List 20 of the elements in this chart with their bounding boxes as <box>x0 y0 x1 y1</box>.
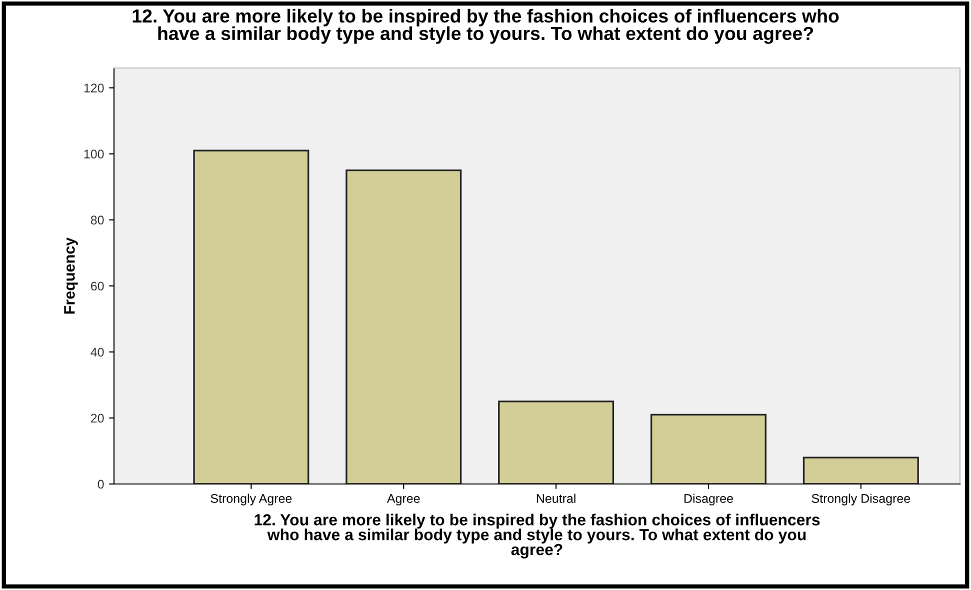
x-axis-title: 12. You are more likely to be inspired by the fashion choices of influencers who have a similar body type and style to yours. To what extent do you agree? <box>254 514 820 558</box>
bar <box>498 400 614 484</box>
x-tick-label: Agree <box>386 494 420 506</box>
x-tick-label: Strongly Agree <box>210 494 292 506</box>
bar <box>193 150 310 484</box>
y-tick-label: 20 <box>91 414 104 423</box>
x-tick-label: Neutral <box>536 494 576 503</box>
x-tick-label: Strongly Disagree <box>812 494 910 506</box>
bar <box>346 170 462 484</box>
y-tick-label: 80 <box>90 216 104 225</box>
y-axis-title: Frequency <box>64 237 78 314</box>
y-tick-label: 60 <box>91 282 104 291</box>
bar <box>802 456 919 484</box>
y-tick-label: 120 <box>84 84 104 92</box>
x-tick-label: Disagree <box>684 494 733 506</box>
chart-title: 12. You are more likely to be inspired by the fashion choices of influencers who have a similar body type and style to yours. To what extent do you agree? <box>132 8 839 44</box>
y-tick-label: 0 <box>98 480 104 489</box>
y-tick-label: 40 <box>90 348 104 357</box>
y-tick-label: 100 <box>84 150 104 158</box>
bar <box>650 414 766 484</box>
